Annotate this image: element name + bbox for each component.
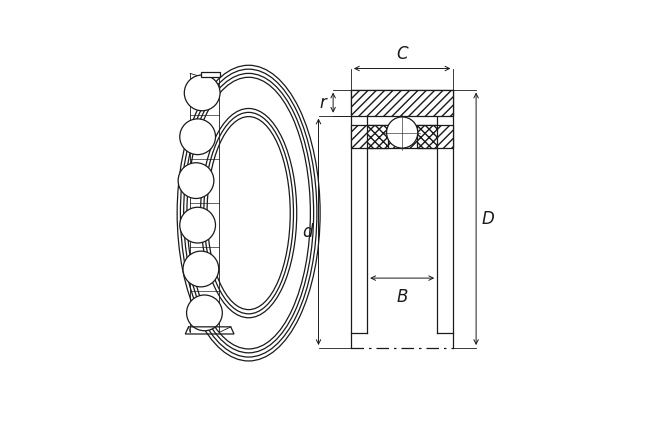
Circle shape xyxy=(180,119,216,154)
Circle shape xyxy=(185,75,220,111)
Bar xyxy=(201,72,220,77)
Text: B: B xyxy=(396,288,408,306)
Text: C: C xyxy=(396,45,408,62)
Bar xyxy=(367,125,388,148)
Text: r: r xyxy=(319,94,326,112)
Circle shape xyxy=(187,295,222,331)
Bar xyxy=(351,125,453,148)
Bar xyxy=(417,125,437,148)
Bar xyxy=(351,89,453,116)
Circle shape xyxy=(183,251,219,287)
Text: d: d xyxy=(302,223,313,241)
Text: D: D xyxy=(482,210,495,228)
Circle shape xyxy=(178,163,214,198)
Circle shape xyxy=(387,117,418,148)
Circle shape xyxy=(180,207,216,243)
